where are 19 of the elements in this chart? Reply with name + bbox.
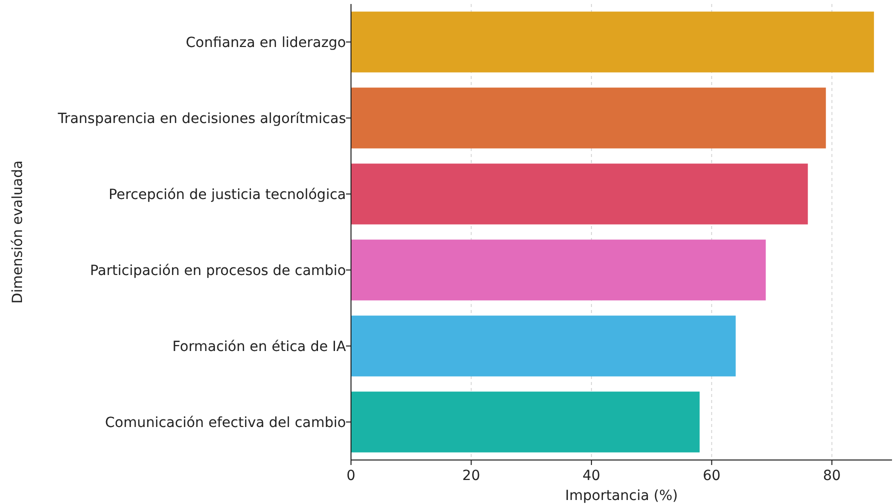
x-axis-title: Importancia (%)	[565, 488, 678, 504]
x-tick-label: 20	[462, 468, 480, 484]
x-tick-label: 40	[582, 468, 600, 484]
x-tick-label: 0	[346, 468, 356, 484]
y-tick-label: Percepción de justicia tecnológica	[108, 186, 346, 203]
bar	[351, 12, 874, 72]
y-tick-label: Transparencia en decisiones algorítmicas	[56, 110, 346, 127]
x-tick-label: 80	[822, 468, 841, 484]
y-axis-title: Dimensión evaluada	[10, 160, 26, 304]
x-tick-label: 60	[702, 468, 721, 484]
y-tick-label: Formación en ética de IA	[172, 338, 346, 355]
bar	[351, 316, 736, 376]
bar	[351, 164, 808, 224]
y-tick-label: Participación en procesos de cambio	[90, 262, 346, 279]
bar	[351, 240, 766, 300]
bar	[351, 88, 826, 148]
bar	[351, 392, 700, 452]
y-tick-label: Comunicación efectiva del cambio	[104, 414, 346, 431]
y-tick-label: Confianza en liderazgo	[186, 34, 346, 51]
